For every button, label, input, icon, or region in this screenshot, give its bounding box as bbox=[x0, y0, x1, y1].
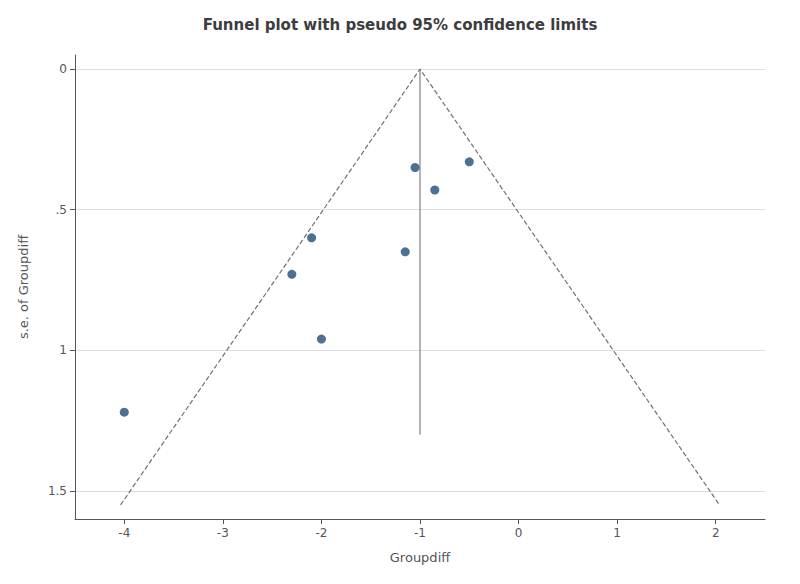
svg-text:s.e. of Groupdiff: s.e. of Groupdiff bbox=[16, 234, 31, 339]
svg-text:1.5: 1.5 bbox=[48, 484, 67, 498]
svg-text:0: 0 bbox=[59, 62, 67, 76]
svg-text:-3: -3 bbox=[217, 526, 229, 540]
svg-text:Groupdiff: Groupdiff bbox=[390, 550, 451, 565]
svg-text:.5: .5 bbox=[56, 203, 67, 217]
svg-text:Funnel plot with pseudo 95% co: Funnel plot with pseudo 95% confidence l… bbox=[203, 16, 598, 34]
svg-text:-1: -1 bbox=[414, 526, 426, 540]
svg-text:1: 1 bbox=[59, 343, 67, 357]
svg-text:-2: -2 bbox=[315, 526, 327, 540]
svg-text:0: 0 bbox=[515, 526, 523, 540]
svg-text:2: 2 bbox=[712, 526, 720, 540]
svg-text:1: 1 bbox=[613, 526, 621, 540]
svg-text:-4: -4 bbox=[118, 526, 130, 540]
